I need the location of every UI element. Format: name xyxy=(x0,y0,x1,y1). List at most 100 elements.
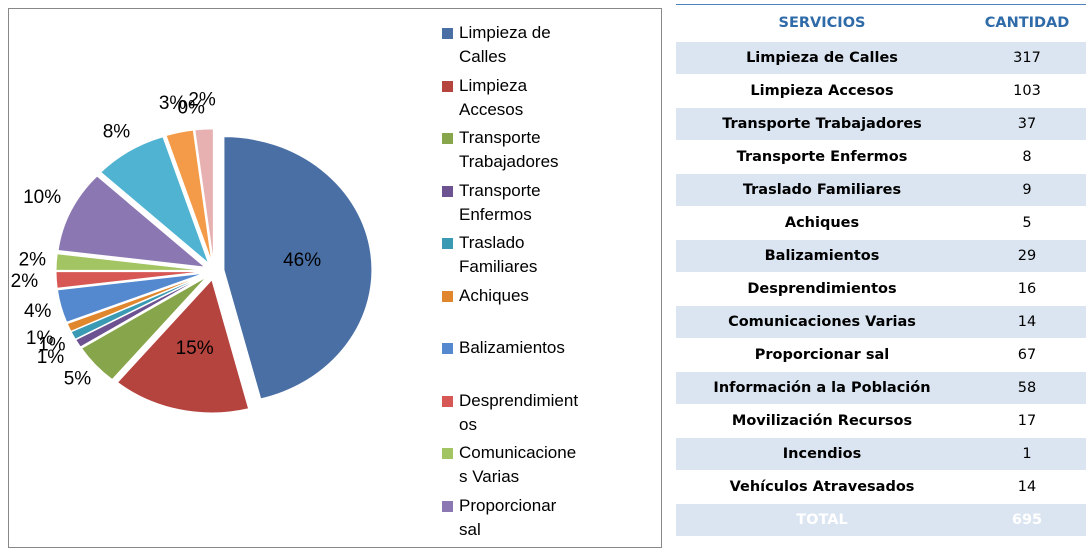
service-count: 67 xyxy=(968,338,1086,372)
table-row: Transporte Enfermos 8 xyxy=(676,140,1086,174)
total-value: 695 xyxy=(968,503,1086,537)
service-name: Transporte Enfermos xyxy=(676,140,968,174)
data-label: 15% xyxy=(176,338,214,359)
service-name: Desprendimientos xyxy=(676,272,968,306)
service-name: Limpieza de Calles xyxy=(676,41,968,75)
service-name: Incendios xyxy=(676,437,968,471)
pie-slice xyxy=(223,136,373,400)
chart: 46% 15% 5% 1% 1% 1% 4% 2% 2% 10% 8% 3% 0% 2% Limpieza… xyxy=(8,8,662,548)
data-label: 1% xyxy=(38,334,66,355)
data-label: 2% xyxy=(11,271,39,292)
table-row: Achiques 5 xyxy=(676,206,1086,240)
header-cell: CANTIDAD xyxy=(968,4,1086,42)
data-label: 2% xyxy=(19,250,47,271)
service-count: 103 xyxy=(968,74,1086,108)
data-label: 1% xyxy=(37,347,65,368)
data-label: 4% xyxy=(24,301,52,322)
total-row: TOTAL 695 xyxy=(676,503,1086,537)
table-row: Incendios 1 xyxy=(676,437,1086,471)
legend-item: Limpieza Accesos xyxy=(442,74,592,127)
total-label: TOTAL xyxy=(676,503,968,537)
legend-swatch xyxy=(442,238,453,249)
legend-label: Transporte Trabajadores xyxy=(459,128,559,171)
service-name: Proporcionar sal xyxy=(676,338,968,372)
legend-label: Traslado Familiares xyxy=(459,233,538,276)
legend-swatch xyxy=(442,185,453,197)
pie-slice xyxy=(74,275,206,348)
data-label: 1% xyxy=(26,328,54,349)
data-label: 46% xyxy=(283,250,321,271)
service-name: Traslado Familiares xyxy=(676,173,968,207)
header-cell: SERVICIOS xyxy=(676,4,968,42)
legend-item: Transporte Enfermos xyxy=(442,179,592,232)
pie-area: 46%15%5%1%1%1%4%2%2%10%8%3%0%2% xyxy=(11,89,373,414)
legend: Limpieza de Calles Limpieza Accesos Transp… xyxy=(442,21,592,546)
table-row: Vehículos Atravesados 14 xyxy=(676,470,1086,504)
service-count: 16 xyxy=(968,272,1086,306)
service-count: 8 xyxy=(968,140,1086,174)
service-name: Transporte Trabajadores xyxy=(676,107,968,141)
legend-label: Limpieza de Calles xyxy=(459,23,551,66)
legend-swatch xyxy=(442,343,453,354)
legend-item: Transporte Trabajadores xyxy=(442,126,592,179)
pie-slice xyxy=(57,175,207,268)
legend-item: Balizamientos xyxy=(442,336,592,389)
service-count: 29 xyxy=(968,239,1086,273)
service-count: 14 xyxy=(968,305,1086,339)
legend-label: Desprendimientos xyxy=(459,390,579,434)
table-row: Limpieza Accesos 103 xyxy=(676,74,1086,108)
pie-slice xyxy=(100,136,210,265)
legend-swatch xyxy=(442,395,453,407)
table-row: Limpieza de Calles 317 xyxy=(676,41,1086,75)
legend-label: Proporcionar sal xyxy=(459,495,557,539)
legend-item: Desprendimientos xyxy=(442,389,592,442)
legend-label: Comunicaciones Varias xyxy=(459,443,577,486)
pie-slice xyxy=(55,271,205,289)
service-name: Movilización Recursos xyxy=(676,404,968,438)
pie-slice xyxy=(165,129,213,263)
data-label: 8% xyxy=(103,122,131,143)
pie-slice xyxy=(70,274,206,340)
table-row: Movilización Recursos 17 xyxy=(676,404,1086,438)
data-label: 5% xyxy=(64,368,92,389)
data-label: 0% xyxy=(177,98,205,119)
legend-item: Proporcionar sal xyxy=(442,494,592,547)
service-count: 58 xyxy=(968,371,1086,405)
legend-item: Limpieza de Calles xyxy=(442,21,592,74)
service-name: Vehículos Atravesados xyxy=(676,470,968,504)
pie-slice xyxy=(194,128,214,263)
legend-swatch xyxy=(442,290,453,302)
service-count: 1 xyxy=(968,437,1086,471)
service-name: Limpieza Accesos xyxy=(676,74,968,108)
pie-slice xyxy=(80,276,207,381)
service-name: Información a la Población xyxy=(676,371,968,405)
data-label: 10% xyxy=(23,187,61,208)
pie-slice xyxy=(56,272,205,323)
service-name: Balizamientos xyxy=(676,239,968,273)
legend-label: Transporte Enfermos xyxy=(459,180,541,224)
service-count: 317 xyxy=(968,41,1086,75)
table-row: Información a la Población 58 xyxy=(676,371,1086,405)
table-row: Comunicaciones Varias 14 xyxy=(676,305,1086,339)
service-count: 9 xyxy=(968,173,1086,207)
legend-swatch xyxy=(442,500,453,512)
table-row: Traslado Familiares 9 xyxy=(676,173,1086,207)
service-count: 14 xyxy=(968,470,1086,504)
table-row: Balizamientos 29 xyxy=(676,239,1086,273)
legend-label: Achiques xyxy=(459,285,529,305)
data-label: 3% xyxy=(159,93,187,114)
table-row: Desprendimientos 16 xyxy=(676,272,1086,306)
legend-swatch xyxy=(442,28,453,39)
table-row: Transporte Trabajadores 37 xyxy=(676,107,1086,141)
table-row: Proporcionar sal 67 xyxy=(676,338,1086,372)
pie-slice xyxy=(66,274,206,332)
legend-label: Limpieza Accesos xyxy=(459,75,528,119)
legend-item: Achiques xyxy=(442,284,592,337)
legend-label: Balizamientos xyxy=(459,338,565,357)
service-count: 5 xyxy=(968,206,1086,240)
pie-slice xyxy=(116,278,250,414)
service-count: 37 xyxy=(968,107,1086,141)
services-table: SERVICIOS CANTIDAD Limpieza de Calles 317… xyxy=(676,4,1086,537)
legend-swatch xyxy=(442,133,453,144)
